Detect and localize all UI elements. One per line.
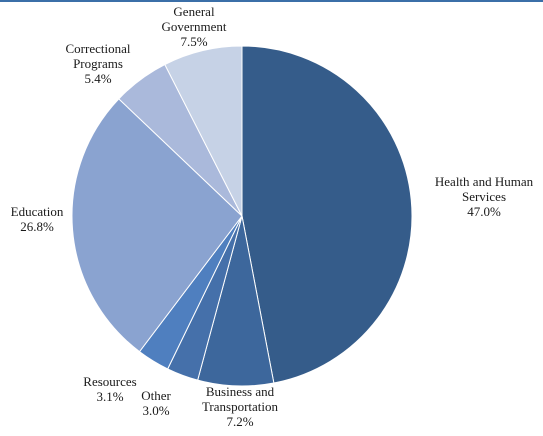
slice-name-label: Education: [11, 204, 64, 219]
slice-label-business-and-transportation: Business and Transportation 7.2%: [202, 384, 279, 429]
slice-value-label: 3.1%: [96, 389, 123, 404]
slice-label-other: Other 3.0%: [141, 388, 171, 418]
slice-name-label: Other: [141, 388, 171, 403]
top-rule: [0, 0, 543, 2]
slice-name-label: Correctional: [66, 41, 131, 56]
slice-label-health-and-human-services: Health and Human Services 47.0%: [435, 174, 534, 219]
slice-name-label: Health and Human: [435, 174, 534, 189]
slice-name-label: Government: [162, 19, 227, 34]
slice-name-label: Programs: [73, 56, 123, 71]
pie-slice-health-and-human-services: [241, 45, 413, 384]
slice-label-education: Education 26.8%: [11, 204, 64, 234]
slice-label-resources: Resources 3.1%: [83, 374, 136, 404]
slice-value-label: 47.0%: [467, 204, 501, 219]
slice-name-label: Transportation: [202, 399, 279, 414]
slice-value-label: 5.4%: [84, 71, 111, 86]
slice-name-label: Business and: [206, 384, 275, 399]
pie-slice-education: [71, 98, 243, 353]
slice-value-label: 7.2%: [226, 414, 253, 429]
slice-label-correctional-programs: Correctional Programs 5.4%: [66, 41, 131, 86]
slice-value-label: 3.0%: [142, 403, 169, 418]
pie-slice-general-government: [164, 45, 243, 217]
slice-name-label: Resources: [83, 374, 136, 389]
slice-value-label: 7.5%: [180, 34, 207, 49]
slice-value-label: 26.8%: [20, 219, 54, 234]
slice-label-general-government: General Government 7.5%: [162, 4, 227, 49]
slice-name-label: General: [173, 4, 215, 19]
slice-name-label: Services: [462, 189, 506, 204]
